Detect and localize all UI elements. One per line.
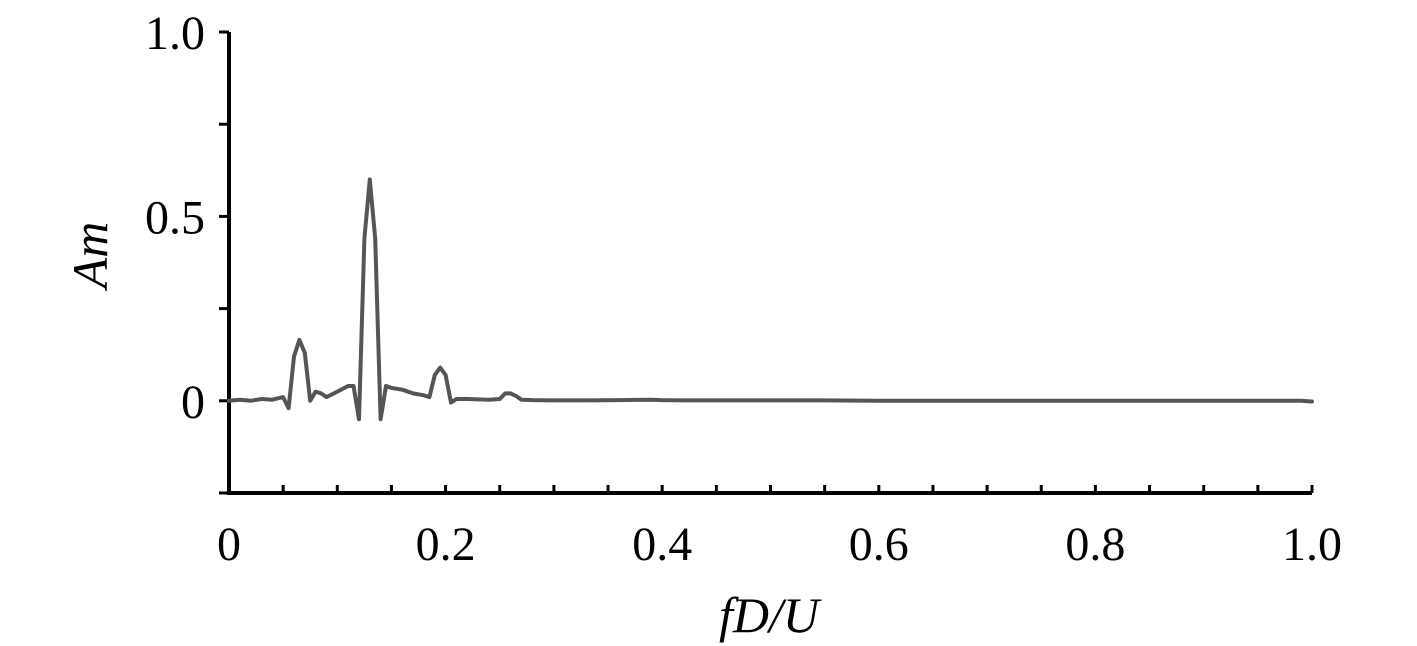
- x-tick-label: 0.4: [632, 518, 692, 571]
- series-line: [227, 177, 1314, 422]
- axes-layer: [227, 32, 1312, 495]
- x-tick-label: 0.8: [1065, 518, 1125, 571]
- x-tick-label: 0: [217, 518, 241, 571]
- data-layer: [227, 177, 1314, 422]
- labels-layer: 0 0.2 0.4 0.6 0.8 1.0 0 0.5 1.0: [145, 7, 1342, 571]
- x-tick-label: 1.0: [1282, 518, 1342, 571]
- x-tick-label: 0.2: [416, 518, 476, 571]
- y-tick-label: 0.5: [145, 191, 205, 244]
- y-axis-title: Am: [62, 222, 118, 292]
- ticks-layer: [219, 30, 1314, 495]
- x-tick-label: 0.6: [849, 518, 909, 571]
- x-axis-title: fD/U: [719, 587, 822, 643]
- y-tick-label: 0: [181, 376, 205, 429]
- y-tick-label: 1.0: [145, 7, 205, 60]
